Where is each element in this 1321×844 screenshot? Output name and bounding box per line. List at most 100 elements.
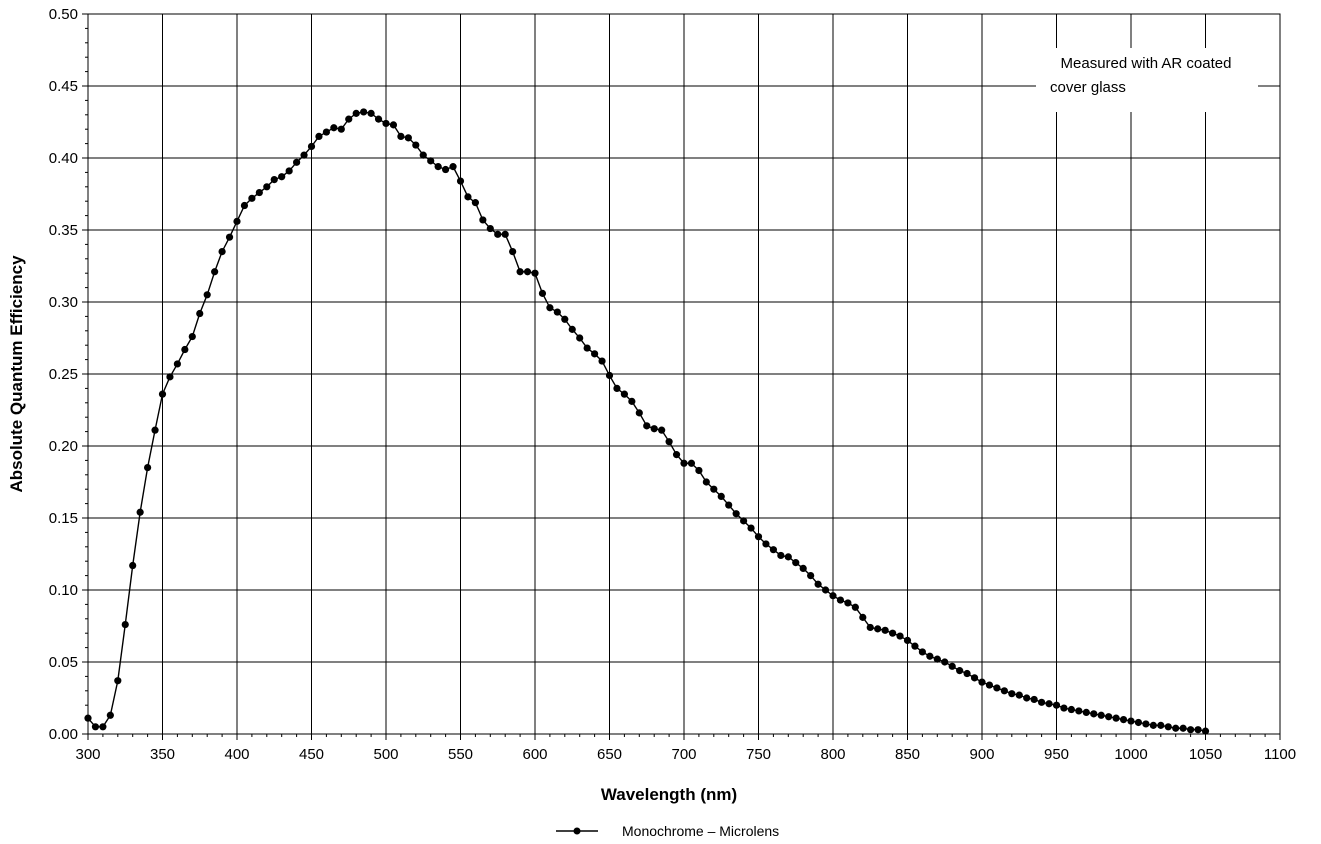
data-point — [404, 134, 412, 142]
data-point — [196, 309, 204, 318]
data-point — [985, 681, 994, 689]
x-tick-label: 750 — [746, 746, 771, 763]
x-axis-title: Wavelength (nm) — [601, 785, 737, 804]
data-point — [1194, 726, 1202, 734]
y-tick-label: 0.00 — [49, 726, 78, 743]
data-point — [948, 662, 956, 670]
data-point — [91, 723, 100, 731]
data-point — [151, 426, 159, 434]
data-point — [836, 596, 845, 604]
y-tick-label: 0.45 — [49, 78, 78, 95]
data-point — [419, 151, 427, 159]
data-point — [1149, 721, 1157, 729]
data-point — [903, 636, 912, 645]
legend-marker-swatch — [573, 827, 581, 835]
data-point — [1067, 705, 1075, 714]
data-point — [605, 371, 614, 380]
data-point — [114, 677, 122, 685]
data-point — [710, 485, 718, 493]
data-point — [747, 524, 755, 532]
data-point — [166, 373, 174, 381]
data-point — [99, 723, 107, 731]
data-point — [360, 108, 368, 116]
x-tick-label: 600 — [522, 746, 547, 763]
data-point — [1075, 707, 1083, 715]
legend-label: Monochrome – Microlens — [622, 823, 779, 839]
data-point — [598, 357, 606, 365]
data-point — [158, 390, 167, 398]
data-point — [1045, 700, 1053, 708]
data-point — [777, 551, 785, 560]
data-point — [449, 163, 457, 171]
data-point — [315, 132, 323, 140]
x-tick-label: 400 — [224, 746, 249, 763]
data-point — [501, 230, 509, 238]
y-tick-label: 0.40 — [49, 150, 78, 167]
data-point — [1000, 687, 1008, 695]
annotation-line-2: cover glass — [1050, 79, 1126, 96]
annotation-box: Measured with AR coated cover glass — [1036, 48, 1258, 112]
data-point — [367, 109, 375, 117]
data-point — [561, 315, 569, 323]
data-point — [389, 121, 398, 129]
data-point — [486, 224, 494, 233]
x-tick-label: 500 — [373, 746, 398, 763]
x-tick-label: 450 — [299, 746, 324, 763]
data-point — [300, 151, 308, 159]
data-point — [211, 268, 219, 276]
data-point — [613, 384, 621, 392]
x-tick-label: 800 — [820, 746, 845, 763]
data-point — [203, 291, 211, 299]
data-point — [680, 459, 688, 467]
data-point — [844, 599, 852, 607]
data-point — [121, 620, 129, 629]
data-point — [732, 510, 740, 518]
x-tick-label: 1100 — [1264, 746, 1296, 763]
data-point — [1097, 711, 1105, 719]
data-point — [717, 492, 725, 500]
data-point — [479, 216, 487, 224]
data-point — [658, 426, 666, 434]
data-point — [620, 390, 629, 398]
data-point — [859, 613, 867, 621]
data-point — [941, 658, 949, 666]
data-point — [881, 626, 889, 634]
data-point — [1157, 721, 1165, 729]
data-point — [330, 124, 338, 132]
data-point — [129, 561, 137, 570]
x-tick-label: 950 — [1044, 746, 1069, 763]
legend: Monochrome – Microlens — [556, 823, 779, 839]
data-point — [1008, 690, 1016, 698]
data-point — [792, 559, 800, 567]
data-point — [978, 678, 986, 686]
data-point — [225, 233, 234, 241]
y-tick-label: 0.20 — [49, 438, 78, 455]
data-point — [278, 173, 286, 181]
data-point — [509, 248, 517, 256]
x-tick-label: 1000 — [1114, 746, 1147, 763]
data-point — [784, 553, 792, 561]
data-point — [1134, 718, 1143, 727]
data-point — [352, 109, 360, 117]
data-point — [270, 176, 278, 184]
y-tick-label: 0.10 — [49, 582, 78, 599]
data-point — [1090, 710, 1098, 718]
data-point — [516, 268, 524, 276]
data-point — [933, 655, 941, 663]
series-line — [87, 111, 1206, 732]
data-point — [926, 652, 934, 660]
data-point — [1201, 727, 1210, 735]
data-point — [1179, 724, 1187, 732]
data-point — [84, 714, 92, 722]
x-tick-label: 1050 — [1189, 746, 1222, 763]
data-point — [576, 334, 584, 342]
data-point — [762, 540, 770, 548]
x-tick-label: 650 — [597, 746, 622, 763]
y-tick-label: 0.05 — [49, 654, 78, 671]
data-point — [397, 132, 405, 140]
data-point — [821, 586, 830, 594]
data-point — [1060, 704, 1068, 712]
data-point — [144, 464, 152, 472]
data-point — [531, 269, 539, 277]
